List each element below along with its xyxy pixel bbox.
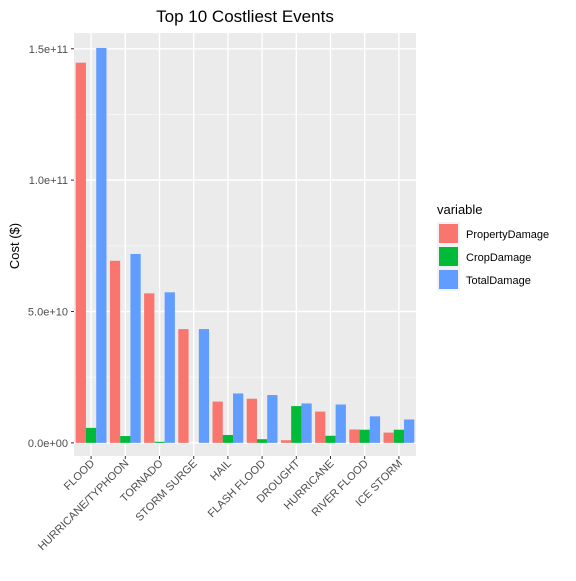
legend-swatch bbox=[439, 247, 458, 266]
bar-TotalDamage-hurricane bbox=[335, 404, 346, 443]
bar-CropDamage-river-flood bbox=[359, 429, 370, 443]
bar-PropertyDamage-ice-storm bbox=[383, 432, 394, 443]
bar-PropertyDamage-flood bbox=[75, 62, 86, 443]
bar-CropDamage-hail bbox=[222, 434, 234, 443]
bar-TotalDamage-drought bbox=[301, 403, 312, 443]
bar-PropertyDamage-hail bbox=[212, 401, 223, 443]
bar-TotalDamage-ice-storm bbox=[404, 419, 415, 443]
bar-TotalDamage-flash-flood bbox=[267, 395, 278, 443]
x-tick-label: HAIL bbox=[208, 458, 234, 484]
gridlines bbox=[74, 33, 416, 456]
bars bbox=[75, 47, 415, 443]
chart-title: Top 10 Costliest Events bbox=[156, 7, 334, 26]
bar-TotalDamage-hail bbox=[233, 393, 244, 443]
bar-TotalDamage-tornado bbox=[164, 292, 175, 443]
bar-CropDamage-hurricane bbox=[325, 435, 336, 443]
legend-title: variable bbox=[437, 202, 483, 217]
bar-TotalDamage-river-flood bbox=[369, 416, 381, 443]
legend-label: PropertyDamage bbox=[466, 229, 549, 241]
y-tick-label: 0.0e+00 bbox=[28, 438, 68, 450]
bar-PropertyDamage-hurricane-typhoon bbox=[109, 260, 121, 443]
y-tick-label: 5.0e+10 bbox=[28, 306, 68, 318]
legend-label: TotalDamage bbox=[466, 275, 531, 287]
bar-CropDamage-flood bbox=[85, 427, 97, 443]
y-tick-label: 1.5e+11 bbox=[29, 44, 68, 56]
bar-TotalDamage-flood bbox=[96, 47, 107, 443]
legend-label: CropDamage bbox=[466, 252, 531, 264]
bar-PropertyDamage-tornado bbox=[144, 293, 155, 443]
bar-TotalDamage-storm-surge bbox=[198, 329, 210, 443]
bar-CropDamage-hurricane-typhoon bbox=[120, 436, 131, 443]
y-tick-label: 1.0e+11 bbox=[29, 175, 68, 187]
legend-swatch bbox=[439, 270, 458, 289]
bar-PropertyDamage-drought bbox=[280, 440, 292, 443]
y-axis: 0.0e+00 5.0e+10 1.0e+11 1.5e+11 bbox=[28, 44, 74, 450]
bar-CropDamage-tornado bbox=[154, 441, 165, 443]
bar-CropDamage-ice-storm bbox=[393, 429, 405, 443]
bar-CropDamage-flash-flood bbox=[256, 439, 268, 443]
bar-CropDamage-drought bbox=[291, 406, 302, 443]
bar-PropertyDamage-flash-flood bbox=[246, 398, 257, 443]
x-tick-label: STORM SURGE bbox=[134, 458, 200, 524]
legend-swatch bbox=[439, 224, 458, 243]
bar-PropertyDamage-storm-surge bbox=[178, 329, 189, 443]
bar-TotalDamage-hurricane-typhoon bbox=[130, 253, 141, 443]
bar-PropertyDamage-river-flood bbox=[349, 429, 360, 443]
y-axis-label: Cost ($) bbox=[7, 223, 22, 269]
bar-PropertyDamage-hurricane bbox=[315, 411, 326, 443]
legend: variable PropertyDamage CropDamage TotalDa… bbox=[437, 202, 549, 291]
